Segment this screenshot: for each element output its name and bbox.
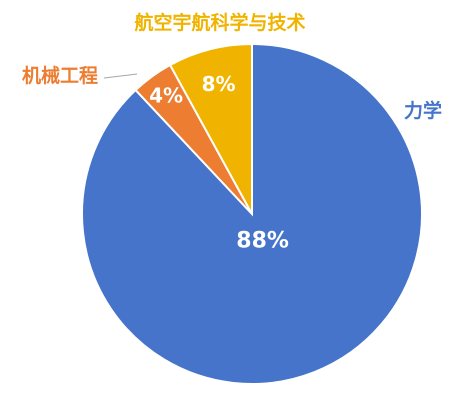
pie-slice-0 [81,42,423,385]
pie-category-label-0: 力学 [404,99,442,122]
pie-percent-label-1: 4% [149,84,183,108]
pie-slices [81,42,423,385]
pie-percent-label-0: 88% [236,228,289,253]
pie-category-label-1: 机械工程 [22,64,98,87]
pie-category-label-2: 航空宇航科学与技术 [134,11,305,34]
leader-line-1 [103,73,138,79]
pie-slice-2 [168,42,253,215]
leader-lines [103,73,138,79]
percent-labels: 88% 4% 8% [149,72,289,253]
category-labels: 力学 机械工程 航空宇航科学与技术 [22,11,442,122]
pie-percent-label-2: 8% [202,72,236,96]
